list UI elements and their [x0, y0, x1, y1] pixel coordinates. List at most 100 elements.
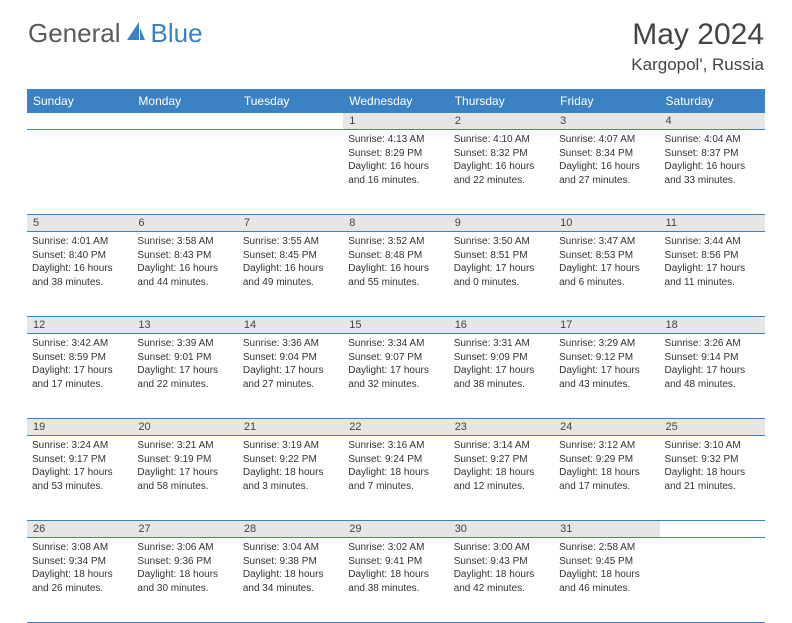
day-cell: Sunrise: 4:13 AMSunset: 8:29 PMDaylight:… — [343, 130, 448, 215]
day-cell: Sunrise: 3:14 AMSunset: 9:27 PMDaylight:… — [449, 436, 554, 521]
daynum-cell: 14 — [238, 317, 343, 334]
day-number: 19 — [27, 419, 132, 435]
day-number: 14 — [238, 317, 343, 333]
day-cell: Sunrise: 2:58 AMSunset: 9:45 PMDaylight:… — [554, 538, 659, 623]
daynum-cell: 11 — [660, 215, 765, 232]
day-cell: Sunrise: 3:26 AMSunset: 9:14 PMDaylight:… — [660, 334, 765, 419]
daynum-row: 19202122232425 — [27, 419, 765, 436]
daynum-cell: 26 — [27, 521, 132, 538]
day-number: 27 — [132, 521, 237, 537]
day-number: 22 — [343, 419, 448, 435]
calendar-table: Sunday Monday Tuesday Wednesday Thursday… — [27, 89, 765, 623]
day-number: 28 — [238, 521, 343, 537]
daynum-row: 567891011 — [27, 215, 765, 232]
day-details: Sunrise: 3:06 AMSunset: 9:36 PMDaylight:… — [132, 538, 237, 600]
daynum-cell: 17 — [554, 317, 659, 334]
daynum-cell: 16 — [449, 317, 554, 334]
day-details: Sunrise: 3:34 AMSunset: 9:07 PMDaylight:… — [343, 334, 448, 396]
daynum-row: 12131415161718 — [27, 317, 765, 334]
week-row: Sunrise: 3:08 AMSunset: 9:34 PMDaylight:… — [27, 538, 765, 623]
col-wednesday: Wednesday — [343, 89, 448, 113]
daynum-cell — [27, 113, 132, 130]
daynum-cell: 9 — [449, 215, 554, 232]
day-cell: Sunrise: 3:50 AMSunset: 8:51 PMDaylight:… — [449, 232, 554, 317]
logo-text-general: General — [28, 18, 121, 49]
daynum-cell: 8 — [343, 215, 448, 232]
day-cell: Sunrise: 3:21 AMSunset: 9:19 PMDaylight:… — [132, 436, 237, 521]
daynum-row: 1234 — [27, 113, 765, 130]
day-details: Sunrise: 3:58 AMSunset: 8:43 PMDaylight:… — [132, 232, 237, 294]
day-number: 30 — [449, 521, 554, 537]
day-cell: Sunrise: 3:47 AMSunset: 8:53 PMDaylight:… — [554, 232, 659, 317]
day-details: Sunrise: 4:13 AMSunset: 8:29 PMDaylight:… — [343, 130, 448, 192]
day-cell: Sunrise: 4:01 AMSunset: 8:40 PMDaylight:… — [27, 232, 132, 317]
day-details: Sunrise: 3:08 AMSunset: 9:34 PMDaylight:… — [27, 538, 132, 600]
day-cell: Sunrise: 3:12 AMSunset: 9:29 PMDaylight:… — [554, 436, 659, 521]
calendar-header-row: Sunday Monday Tuesday Wednesday Thursday… — [27, 89, 765, 113]
week-row: Sunrise: 3:42 AMSunset: 8:59 PMDaylight:… — [27, 334, 765, 419]
day-number: 10 — [554, 215, 659, 231]
col-saturday: Saturday — [660, 89, 765, 113]
day-cell — [238, 130, 343, 215]
day-details: Sunrise: 3:47 AMSunset: 8:53 PMDaylight:… — [554, 232, 659, 294]
day-details: Sunrise: 3:00 AMSunset: 9:43 PMDaylight:… — [449, 538, 554, 600]
daynum-cell: 6 — [132, 215, 237, 232]
day-details: Sunrise: 4:10 AMSunset: 8:32 PMDaylight:… — [449, 130, 554, 192]
day-cell — [27, 130, 132, 215]
day-details: Sunrise: 3:02 AMSunset: 9:41 PMDaylight:… — [343, 538, 448, 600]
day-cell: Sunrise: 4:10 AMSunset: 8:32 PMDaylight:… — [449, 130, 554, 215]
title-block: May 2024 Kargopol', Russia — [631, 18, 764, 75]
day-number: 20 — [132, 419, 237, 435]
logo-text-blue: Blue — [151, 18, 203, 49]
day-details: Sunrise: 4:07 AMSunset: 8:34 PMDaylight:… — [554, 130, 659, 192]
day-details: Sunrise: 3:52 AMSunset: 8:48 PMDaylight:… — [343, 232, 448, 294]
day-details: Sunrise: 3:29 AMSunset: 9:12 PMDaylight:… — [554, 334, 659, 396]
day-cell: Sunrise: 3:36 AMSunset: 9:04 PMDaylight:… — [238, 334, 343, 419]
day-details: Sunrise: 3:39 AMSunset: 9:01 PMDaylight:… — [132, 334, 237, 396]
daynum-cell: 25 — [660, 419, 765, 436]
day-number: 11 — [660, 215, 765, 231]
col-thursday: Thursday — [449, 89, 554, 113]
day-cell: Sunrise: 4:07 AMSunset: 8:34 PMDaylight:… — [554, 130, 659, 215]
week-row: Sunrise: 4:01 AMSunset: 8:40 PMDaylight:… — [27, 232, 765, 317]
day-number: 21 — [238, 419, 343, 435]
daynum-cell: 2 — [449, 113, 554, 130]
daynum-cell: 23 — [449, 419, 554, 436]
daynum-row: 262728293031 — [27, 521, 765, 538]
daynum-cell: 13 — [132, 317, 237, 334]
day-cell: Sunrise: 4:04 AMSunset: 8:37 PMDaylight:… — [660, 130, 765, 215]
day-cell — [132, 130, 237, 215]
daynum-cell: 15 — [343, 317, 448, 334]
daynum-cell: 29 — [343, 521, 448, 538]
daynum-cell: 10 — [554, 215, 659, 232]
day-cell: Sunrise: 3:52 AMSunset: 8:48 PMDaylight:… — [343, 232, 448, 317]
day-number: 16 — [449, 317, 554, 333]
daynum-cell: 28 — [238, 521, 343, 538]
day-cell: Sunrise: 3:55 AMSunset: 8:45 PMDaylight:… — [238, 232, 343, 317]
day-number: 29 — [343, 521, 448, 537]
day-number: 17 — [554, 317, 659, 333]
daynum-cell: 19 — [27, 419, 132, 436]
col-friday: Friday — [554, 89, 659, 113]
day-details: Sunrise: 3:26 AMSunset: 9:14 PMDaylight:… — [660, 334, 765, 396]
day-number: 26 — [27, 521, 132, 537]
day-number: 7 — [238, 215, 343, 231]
location-label: Kargopol', Russia — [631, 55, 764, 75]
day-cell: Sunrise: 3:44 AMSunset: 8:56 PMDaylight:… — [660, 232, 765, 317]
day-cell: Sunrise: 3:02 AMSunset: 9:41 PMDaylight:… — [343, 538, 448, 623]
day-number: 2 — [449, 113, 554, 129]
day-cell: Sunrise: 3:42 AMSunset: 8:59 PMDaylight:… — [27, 334, 132, 419]
col-sunday: Sunday — [27, 89, 132, 113]
day-number: 13 — [132, 317, 237, 333]
day-details: Sunrise: 3:19 AMSunset: 9:22 PMDaylight:… — [238, 436, 343, 498]
week-row: Sunrise: 3:24 AMSunset: 9:17 PMDaylight:… — [27, 436, 765, 521]
day-details: Sunrise: 4:04 AMSunset: 8:37 PMDaylight:… — [660, 130, 765, 192]
day-number: 9 — [449, 215, 554, 231]
day-details: Sunrise: 3:44 AMSunset: 8:56 PMDaylight:… — [660, 232, 765, 294]
daynum-cell: 18 — [660, 317, 765, 334]
daynum-cell: 7 — [238, 215, 343, 232]
day-details: Sunrise: 3:12 AMSunset: 9:29 PMDaylight:… — [554, 436, 659, 498]
day-cell: Sunrise: 3:16 AMSunset: 9:24 PMDaylight:… — [343, 436, 448, 521]
day-details: Sunrise: 3:14 AMSunset: 9:27 PMDaylight:… — [449, 436, 554, 498]
page-title: May 2024 — [631, 18, 764, 52]
